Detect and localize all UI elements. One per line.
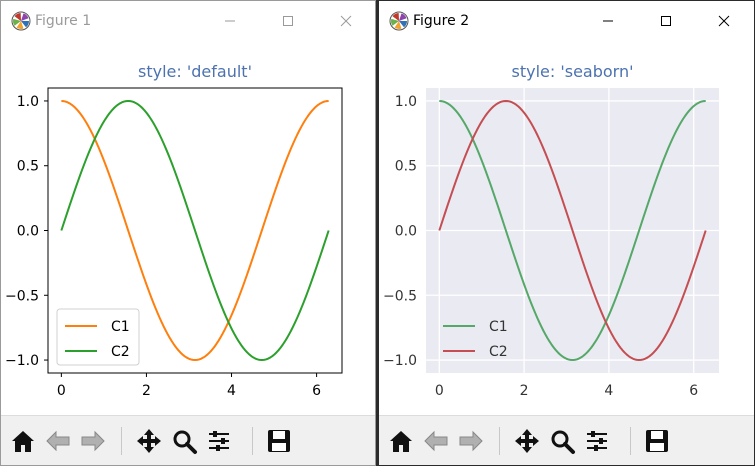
pan-icon — [137, 429, 161, 453]
window-title: Figure 1 — [35, 13, 92, 29]
matplotlib-logo-icon — [389, 11, 409, 31]
title-bar[interactable]: Figure 2 — [379, 1, 754, 41]
x-tick-label: 2 — [520, 383, 529, 399]
configure-subplots-button[interactable] — [582, 425, 612, 457]
minimize-button[interactable] — [207, 5, 253, 37]
home-icon — [390, 431, 412, 452]
save-icon — [268, 430, 290, 452]
maximize-button[interactable] — [643, 5, 689, 37]
matplotlib-logo-icon — [11, 11, 31, 31]
close-button[interactable] — [701, 5, 747, 37]
zoom-button[interactable] — [169, 425, 199, 457]
save-button[interactable] — [264, 425, 294, 457]
forward-arrow-icon — [81, 430, 105, 452]
figure-1-window: Figure 1 0 2 4 6 1.0 0.5 0.0 −0.5 −1.0 style: 'de… — [0, 0, 376, 466]
x-tick-label: 0 — [57, 383, 66, 399]
series-line-c1 — [439, 99, 706, 362]
y-tick-label: −1.0 — [5, 353, 39, 369]
y-tick-label: 0.0 — [17, 224, 39, 240]
x-tick-label: 6 — [689, 383, 698, 399]
y-tick-label: 0.0 — [395, 224, 417, 240]
home-button[interactable] — [386, 425, 416, 457]
y-tick-label: 0.5 — [17, 159, 39, 175]
window-title: Figure 2 — [413, 13, 470, 29]
navigation-toolbar — [1, 415, 375, 465]
x-tick-label: 2 — [142, 383, 151, 399]
back-arrow-button[interactable] — [421, 425, 451, 457]
forward-arrow-button[interactable] — [456, 425, 486, 457]
home-icon — [12, 431, 34, 452]
configure-subplots-icon — [587, 431, 607, 451]
y-tick-label: 1.0 — [17, 94, 39, 110]
forward-arrow-button[interactable] — [78, 425, 108, 457]
back-arrow-icon — [424, 430, 448, 452]
y-tick-label: −0.5 — [5, 288, 39, 304]
save-button[interactable] — [642, 425, 672, 457]
legend: C1 C2 — [443, 319, 508, 360]
close-button[interactable] — [323, 5, 369, 37]
legend-label: C2 — [489, 344, 508, 360]
legend: C1 C2 — [56, 308, 140, 366]
maximize-button[interactable] — [265, 5, 311, 37]
y-tick-label: −0.5 — [383, 288, 417, 304]
configure-subplots-button[interactable] — [204, 425, 234, 457]
navigation-toolbar — [379, 415, 754, 465]
chart-title: style: 'default' — [138, 62, 252, 81]
x-tick-label: 0 — [435, 383, 444, 399]
zoom-icon — [173, 430, 197, 454]
pan-icon — [515, 429, 539, 453]
home-button[interactable] — [8, 425, 38, 457]
x-tick-label: 4 — [604, 383, 613, 399]
toolbar-separator — [252, 427, 253, 455]
save-icon — [646, 430, 668, 452]
minimize-button[interactable] — [585, 5, 631, 37]
toolbar-separator — [499, 427, 500, 455]
y-tick-label: 1.0 — [395, 94, 417, 110]
x-tick-label: 4 — [227, 383, 236, 399]
zoom-icon — [551, 430, 575, 454]
legend-label: C2 — [111, 344, 130, 360]
pan-button[interactable] — [134, 425, 164, 457]
legend-label: C1 — [489, 319, 508, 335]
figure-2-window: Figure 2 0 2 4 6 1.0 0.5 0.0 −0.5 −1.0 style: 'se… — [378, 0, 755, 466]
series-line-c1 — [61, 99, 329, 362]
title-bar[interactable]: Figure 1 — [1, 1, 375, 41]
zoom-button[interactable] — [547, 425, 577, 457]
series-line-c2 — [438, 99, 707, 362]
chart-title: style: 'seaborn' — [511, 62, 633, 81]
y-tick-label: −1.0 — [383, 353, 417, 369]
x-tick-label: 6 — [312, 383, 321, 399]
toolbar-separator — [630, 427, 631, 455]
legend-label: C1 — [111, 319, 130, 335]
y-tick-label: 0.5 — [395, 159, 417, 175]
back-arrow-icon — [46, 430, 70, 452]
pan-button[interactable] — [512, 425, 542, 457]
series-line-c2 — [60, 99, 330, 362]
forward-arrow-icon — [459, 430, 483, 452]
back-arrow-button[interactable] — [43, 425, 73, 457]
toolbar-separator — [121, 427, 122, 455]
configure-subplots-icon — [209, 431, 229, 451]
